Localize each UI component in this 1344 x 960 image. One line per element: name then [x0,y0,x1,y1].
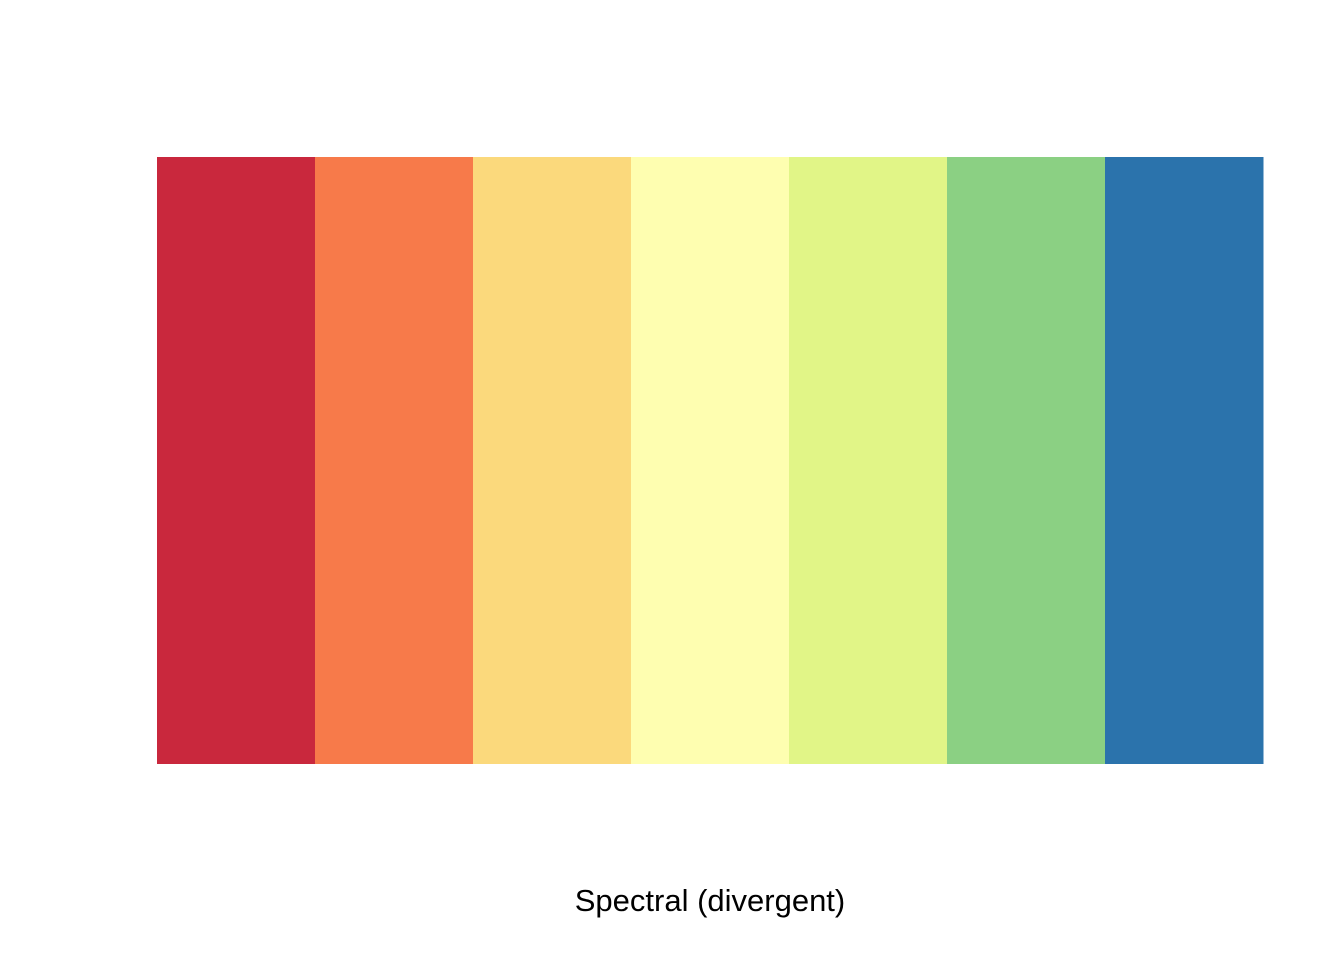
x-axis-label: Spectral (divergent) [575,883,846,918]
palette-swatches [157,157,1264,764]
color-swatch-4 [631,157,790,764]
color-swatch-6 [947,157,1106,764]
color-swatch-2 [315,157,474,764]
color-swatch-5 [789,157,948,764]
color-swatch-1 [157,157,316,764]
color-swatch-3 [473,157,632,764]
color-swatch-7 [1105,157,1264,764]
